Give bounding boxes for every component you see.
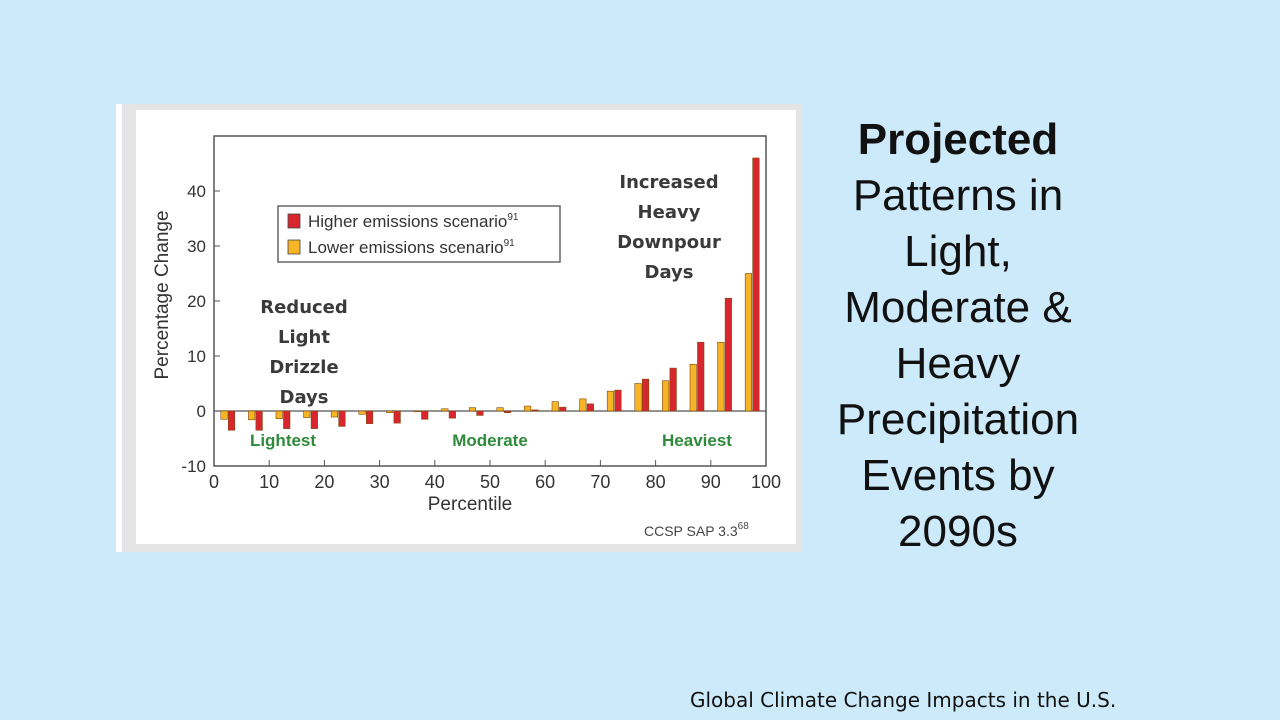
bar-lower-emissions	[606, 390, 615, 412]
bar-higher-emissions	[697, 341, 705, 412]
bar-higher-emissions	[448, 410, 456, 419]
bar-lower-emissions	[303, 410, 311, 418]
credit-label: CCSP SAP 3.368	[644, 521, 749, 539]
y-tick-label: -10	[181, 457, 206, 476]
legend-entry: Higher emissions scenario91	[308, 212, 519, 231]
bar-higher-emissions	[310, 410, 318, 429]
legend-entry-superscript: 91	[504, 238, 516, 249]
zone-label: Lightest	[250, 431, 316, 450]
bar-lower-emissions	[275, 410, 283, 419]
bar-higher-emissions	[641, 378, 650, 412]
legend-entry-superscript: 91	[507, 212, 519, 223]
y-tick-label: 10	[187, 347, 206, 366]
bar-lower-emissions	[386, 410, 394, 413]
bar-higher-emissions	[669, 367, 677, 412]
callout-increased: Increased Heavy Downpour Days	[617, 172, 721, 283]
bar-lower-emissions	[717, 341, 725, 412]
bar-lower-emissions	[579, 398, 587, 412]
bar-higher-emissions	[338, 410, 346, 427]
x-tick-label: 10	[259, 472, 279, 492]
legend: Higher emissions scenario91 Lower emissio…	[277, 205, 561, 263]
bar-higher-emissions	[283, 410, 291, 429]
bar-lower-emissions	[358, 410, 366, 415]
callout-reduced: Reduced Light Drizzle Days	[260, 297, 348, 408]
bar-lower-emissions	[662, 380, 670, 412]
bar-higher-emissions	[614, 389, 622, 412]
bar-higher-emissions	[255, 410, 263, 431]
legend-swatch	[287, 239, 301, 255]
bar-higher-emissions	[393, 410, 401, 424]
legend-entry: Lower emissions scenario91	[308, 238, 515, 257]
bar-lower-emissions	[441, 408, 449, 412]
x-tick-label: 90	[701, 472, 721, 492]
legend-swatch	[287, 213, 301, 229]
bar-higher-emissions	[503, 410, 512, 413]
bar-lower-emissions	[524, 405, 532, 412]
bar-lower-emissions	[330, 410, 338, 418]
bar-lower-emissions	[220, 410, 228, 420]
x-tick-label: 60	[535, 472, 555, 492]
chart-panel: -10 0 10 20 30 40 0 10 20 30 40 50 60 70 80 90 100 Percen…	[116, 104, 802, 552]
x-tick-label: 30	[370, 472, 390, 492]
bar-lower-emissions	[413, 410, 421, 413]
x-tick-label: 100	[751, 472, 781, 492]
bar-higher-emissions	[586, 403, 594, 412]
bar-higher-emissions	[559, 406, 567, 412]
credit-superscript: 68	[738, 521, 750, 532]
bar-lower-emissions	[468, 407, 477, 412]
title-rest: Patterns in Light, Moderate & Heavy Prec…	[836, 171, 1080, 556]
title-bold: Projected	[857, 115, 1059, 164]
slide-title: Projected Patterns in Light, Moderate & …	[808, 112, 1108, 560]
bar-lower-emissions	[551, 401, 559, 412]
y-axis-label: Percentage Change	[152, 210, 173, 379]
x-tick-label: 40	[425, 472, 445, 492]
bar-higher-emissions	[752, 157, 760, 412]
y-tick-label: 30	[187, 237, 206, 256]
zone-label: Moderate	[452, 431, 528, 450]
legend-box	[277, 205, 561, 263]
x-tick-label: 70	[590, 472, 610, 492]
x-tick-label: 50	[480, 472, 500, 492]
bar-higher-emissions	[476, 410, 484, 416]
x-tick-label: 80	[646, 472, 666, 492]
bar-lower-emissions	[744, 273, 753, 412]
y-tick-label: 40	[187, 182, 206, 201]
source-text: Global Climate Change Impacts in the U.S…	[690, 688, 1117, 712]
bar-lower-emissions	[634, 383, 642, 412]
zone-label: Heaviest	[662, 431, 732, 450]
bar-lower-emissions	[689, 363, 697, 412]
bar-higher-emissions	[228, 410, 236, 431]
bar-higher-emissions	[421, 410, 429, 420]
bar-lower-emissions	[496, 407, 504, 412]
x-tick-label: 20	[314, 472, 334, 492]
bar-lower-emissions	[248, 410, 256, 421]
bar-higher-emissions	[366, 410, 374, 424]
y-tick-label: 20	[187, 292, 206, 311]
x-axis-label: Percentile	[428, 494, 513, 515]
y-tick-label: 0	[197, 402, 206, 421]
bar-higher-emissions	[724, 297, 732, 412]
x-tick-label: 0	[209, 472, 219, 492]
bar-higher-emissions	[531, 409, 539, 412]
